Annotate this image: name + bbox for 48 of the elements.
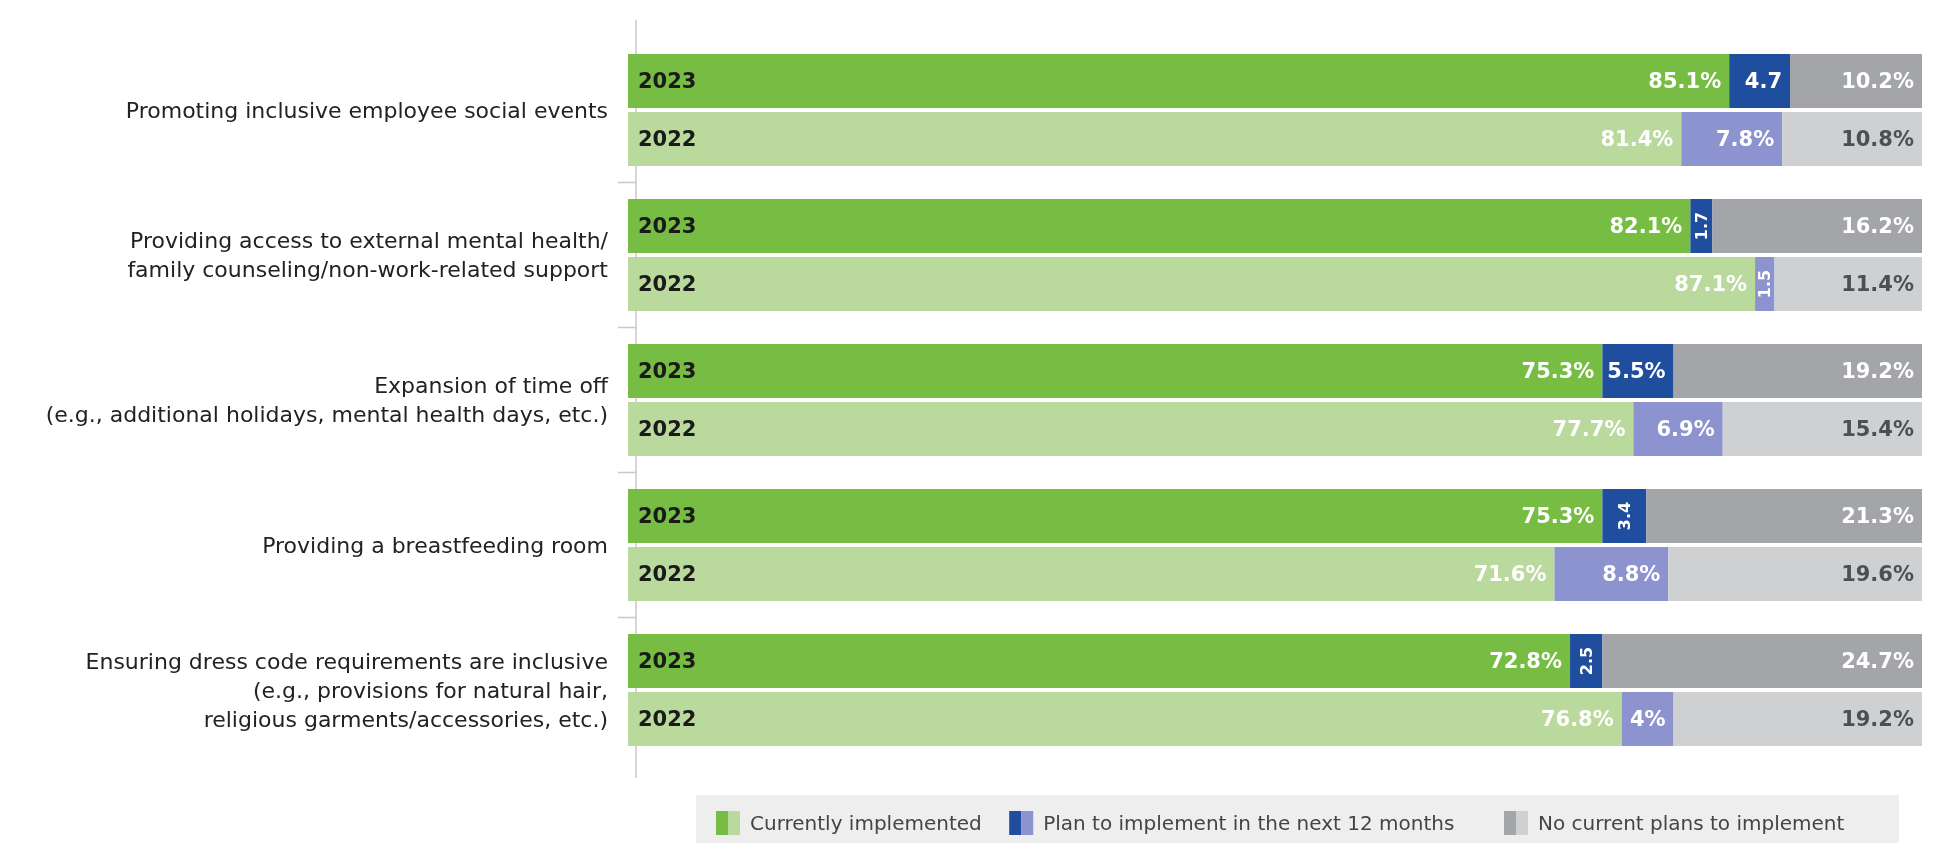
data-label: 71.6% bbox=[1473, 562, 1547, 586]
text: Providing a breastfeeding room bbox=[262, 532, 608, 558]
data-label: 6.9% bbox=[1656, 417, 1715, 441]
data-label: 21.3% bbox=[1841, 504, 1914, 528]
data-label: 5.5% bbox=[1607, 359, 1666, 383]
data-label: 4% bbox=[1629, 707, 1666, 731]
data-label: 4.7 bbox=[1744, 69, 1783, 93]
y-tick-label: 2023 bbox=[638, 504, 697, 528]
data-label: 81.4% bbox=[1600, 127, 1674, 151]
data-label: 19.6% bbox=[1841, 562, 1914, 586]
text: Promoting inclusive employee social events bbox=[125, 97, 608, 123]
y-tick-label: 2023 bbox=[638, 359, 697, 383]
data-label: 72.8% bbox=[1489, 649, 1563, 673]
data-label: 2.5 bbox=[1576, 646, 1596, 676]
y-tick-label: 2023 bbox=[638, 69, 697, 93]
data-label: 10.2% bbox=[1841, 69, 1914, 93]
text: Providing access to external mental health/ family counseling/non-work-related support bbox=[127, 228, 609, 282]
data-label: 8.8% bbox=[1602, 562, 1661, 586]
data-label: 11.4% bbox=[1841, 272, 1914, 296]
y-tick-label: 2022 bbox=[638, 127, 697, 151]
data-label: 10.8% bbox=[1841, 127, 1914, 151]
data-label: 82.1% bbox=[1609, 214, 1683, 238]
text: Expansion of time off (e.g., additional holidays, mental health days, etc.) bbox=[45, 373, 609, 427]
data-label: 76.8% bbox=[1540, 707, 1614, 731]
y-tick-label: 2023 bbox=[638, 214, 697, 238]
data-label: 24.7% bbox=[1841, 649, 1914, 673]
y-tick-label: 2022 bbox=[638, 707, 697, 731]
data-label: 19.2% bbox=[1841, 707, 1914, 731]
data-label: 7.8% bbox=[1716, 127, 1775, 151]
data-label: 87.1% bbox=[1674, 272, 1748, 296]
legend-label: Currently implemented bbox=[750, 811, 982, 835]
y-tick-label: 2023 bbox=[638, 649, 697, 673]
data-label: 1.7 bbox=[1691, 211, 1711, 241]
data-label: 75.3% bbox=[1521, 504, 1595, 528]
data-label: 1.5 bbox=[1755, 269, 1775, 299]
data-label: 85.1% bbox=[1648, 69, 1722, 93]
data-label: 15.4% bbox=[1841, 417, 1914, 441]
y-tick-label: 2022 bbox=[638, 417, 697, 441]
y-tick-label: 2022 bbox=[638, 562, 697, 586]
data-label: 77.7% bbox=[1552, 417, 1626, 441]
y-tick-label: 2022 bbox=[638, 272, 697, 296]
text: Ensuring dress code requirements are inclusive (e.g., provisions for natural hair, religious garments/accessories, etc.) bbox=[85, 648, 608, 732]
legend-label: Plan to implement in the next 12 months bbox=[1043, 811, 1455, 835]
data-label: 3.4 bbox=[1614, 501, 1634, 531]
data-label: 75.3% bbox=[1521, 359, 1595, 383]
legend-label: No current plans to implement bbox=[1538, 811, 1845, 835]
data-label: 16.2% bbox=[1841, 214, 1914, 238]
data-label: 19.2% bbox=[1841, 359, 1914, 383]
